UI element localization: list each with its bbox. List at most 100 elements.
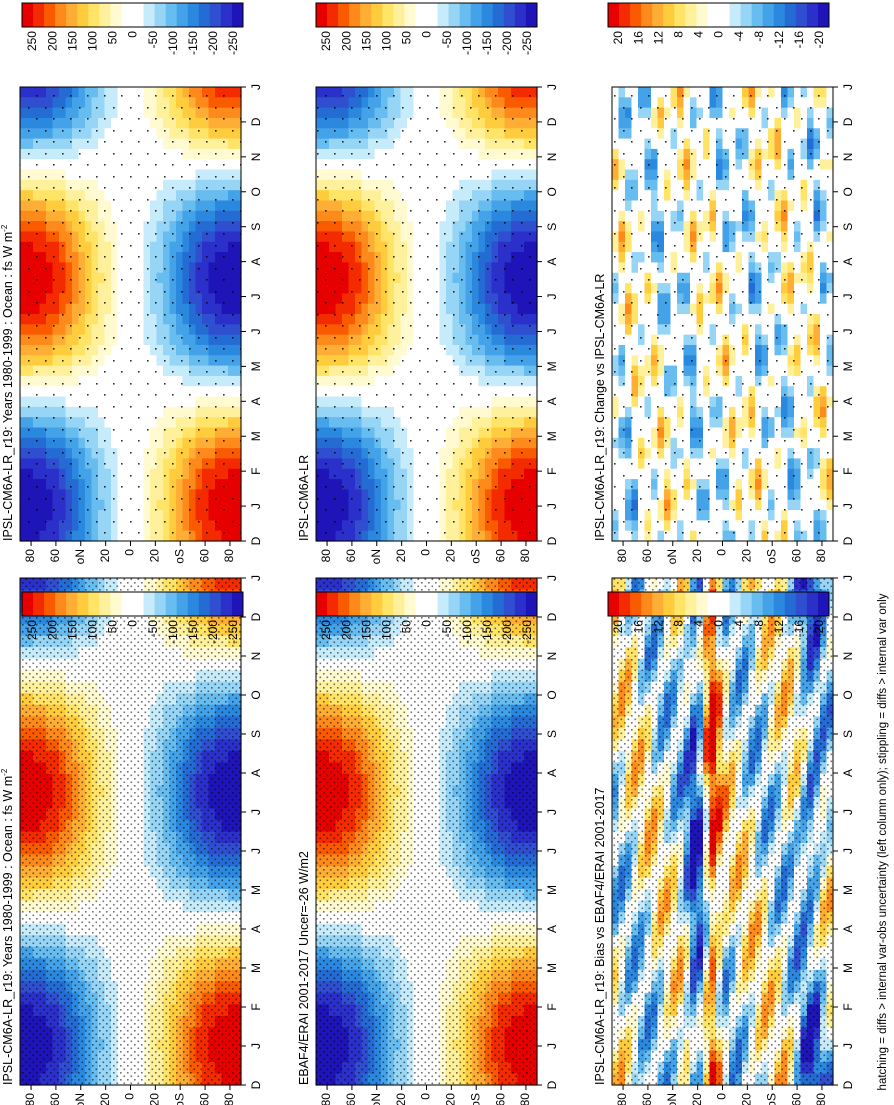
colorbar-label: 150 bbox=[65, 620, 79, 640]
x-tick-label: N bbox=[249, 652, 263, 661]
x-tick-label: F bbox=[545, 1003, 559, 1010]
colorbar-swatch bbox=[154, 3, 167, 27]
colorbar-swatch bbox=[44, 592, 56, 616]
x-tick-label: A bbox=[249, 925, 263, 933]
y-tick-label: 80 bbox=[518, 1093, 532, 1105]
chart-title-superscript: -2 bbox=[0, 224, 9, 232]
colorbar-swatch bbox=[77, 592, 89, 616]
colorbar-swatch bbox=[22, 592, 34, 616]
colorbar-frame bbox=[21, 2, 244, 28]
x-tick-label: J bbox=[545, 848, 559, 854]
colorbar-swatch bbox=[143, 3, 156, 27]
x-tick-label: J bbox=[249, 503, 263, 509]
colorbar-label: 150 bbox=[65, 31, 79, 51]
colorbar-swatch bbox=[88, 592, 100, 616]
colorbar-swatch bbox=[349, 592, 361, 616]
x-tick-label: J bbox=[249, 84, 263, 90]
colorbar-label: -50 bbox=[146, 620, 160, 638]
x-tick-label: M bbox=[545, 963, 559, 973]
colorbar-swatch bbox=[132, 592, 145, 616]
y-tick-label: 0 bbox=[123, 1093, 137, 1100]
colorbar-label: -100 bbox=[166, 620, 180, 644]
y-tick-label: 20 bbox=[148, 1093, 162, 1105]
colorbar-swatch bbox=[187, 592, 200, 616]
colorbar-swatch bbox=[209, 3, 222, 27]
colorbar-label: -250 bbox=[520, 620, 534, 644]
colorbar-swatch bbox=[382, 592, 394, 616]
y-tick-label: 20 bbox=[444, 1093, 458, 1105]
colorbar-swatch bbox=[393, 592, 405, 616]
y-tick-label: oS bbox=[172, 1093, 186, 1105]
colorbar-swatch bbox=[470, 592, 483, 616]
x-tick-label: A bbox=[545, 769, 559, 777]
colorbar-swatch bbox=[360, 592, 372, 616]
colorbar-label: 200 bbox=[45, 620, 59, 640]
x-tick-label: D bbox=[249, 117, 263, 126]
y-tick-label: oN bbox=[73, 549, 87, 564]
colorbar-label: 100 bbox=[379, 620, 393, 640]
colorbar-label: 50 bbox=[106, 31, 120, 45]
colorbar-label: 100 bbox=[85, 620, 99, 640]
colorbar-swatch bbox=[154, 592, 167, 616]
x-tick-label: M bbox=[249, 361, 263, 371]
colorbar-label: -150 bbox=[186, 620, 200, 644]
colorbar-label: 50 bbox=[400, 620, 414, 634]
colorbar-swatch bbox=[209, 592, 222, 616]
colorbar-label: 0 bbox=[126, 620, 140, 627]
x-tick-label: D bbox=[249, 536, 263, 545]
colorbar-swatch bbox=[525, 592, 538, 616]
y-tick-label: 0 bbox=[419, 1093, 433, 1100]
chart-title: IPSL-CM6A-LR_r19: Years 1980-1999 : Ocea… bbox=[0, 224, 15, 541]
x-tick-label: A bbox=[545, 925, 559, 933]
colorbar-swatch bbox=[33, 592, 45, 616]
colorbar-swatch bbox=[327, 592, 339, 616]
colorbar-label: -200 bbox=[206, 31, 220, 55]
colorbar-swatch bbox=[481, 592, 494, 616]
x-tick-label: O bbox=[545, 690, 559, 699]
y-tick-label: 20 bbox=[98, 549, 112, 563]
colorbar-label: 0 bbox=[420, 620, 434, 627]
colorbar-swatch bbox=[426, 592, 439, 616]
y-tick-label: oN bbox=[73, 1093, 87, 1105]
x-tick-label: F bbox=[249, 1003, 263, 1010]
y-tick-label: 20 bbox=[394, 1093, 408, 1105]
colorbar-label: -250 bbox=[226, 620, 240, 644]
x-tick-label: J bbox=[545, 1043, 559, 1049]
colorbar-swatch bbox=[220, 3, 233, 27]
y-tick-label: 80 bbox=[319, 1093, 333, 1105]
colorbar-swatch bbox=[44, 3, 56, 27]
colorbar-frame bbox=[21, 591, 244, 617]
colorbar-swatch bbox=[110, 592, 122, 616]
x-tick-label: J bbox=[249, 809, 263, 815]
colorbar-label: 250 bbox=[25, 31, 39, 51]
colorbar-swatch bbox=[121, 592, 133, 616]
chart-title-superscript: -2 bbox=[0, 768, 9, 776]
colorbar-swatch bbox=[371, 592, 383, 616]
colorbar-swatch bbox=[66, 3, 78, 27]
colorbar-label: 50 bbox=[106, 620, 120, 634]
colorbar-swatch bbox=[77, 3, 89, 27]
x-tick-label: N bbox=[249, 153, 263, 162]
colorbar-label: 250 bbox=[319, 620, 333, 640]
x-tick-label: D bbox=[249, 1080, 263, 1089]
colorbar-swatch bbox=[121, 3, 133, 27]
colorbar-swatch bbox=[503, 592, 516, 616]
x-tick-label: J bbox=[545, 575, 559, 581]
colorbar-label: 100 bbox=[85, 31, 99, 51]
colorbar-swatch bbox=[514, 592, 527, 616]
stippling-overlay bbox=[20, 578, 241, 1085]
y-tick-label: oS bbox=[172, 549, 186, 564]
x-tick-label: M bbox=[545, 885, 559, 895]
colorbar-label: -150 bbox=[480, 620, 494, 644]
chart-title: IPSL-CM6A-LR_r19: Years 1980-1999 : Ocea… bbox=[0, 768, 15, 1085]
x-tick-label: S bbox=[249, 223, 263, 231]
colorbar-swatch bbox=[176, 3, 189, 27]
x-tick-label: M bbox=[249, 431, 263, 441]
chart-title: EBAF4/ERAI 2001-2017 Uncer=-26 W/m2 bbox=[297, 851, 311, 1085]
stippling-overlay bbox=[316, 578, 537, 1085]
y-tick-label: 60 bbox=[344, 1093, 358, 1105]
y-tick-label: oN bbox=[369, 1093, 383, 1105]
